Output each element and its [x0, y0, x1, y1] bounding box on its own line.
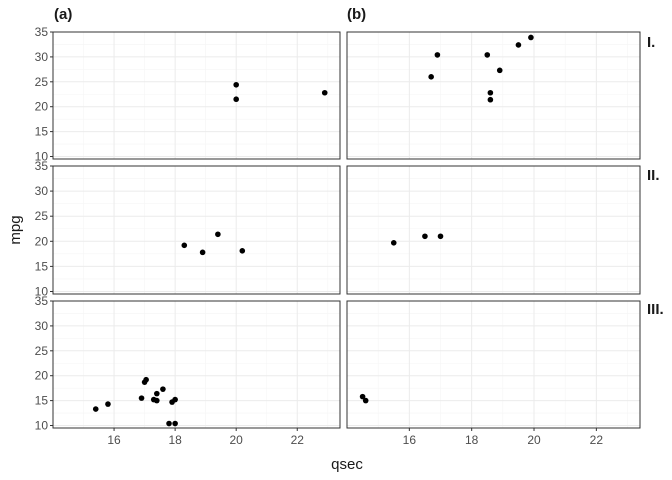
y-tick-label: 10 — [35, 150, 49, 164]
data-point — [496, 67, 503, 74]
column-label-b: (b) — [347, 6, 366, 23]
y-tick-label: 20 — [35, 234, 49, 248]
panel-border — [52, 165, 341, 295]
y-axis-title: mpg — [7, 215, 24, 244]
y-tick-label: 20 — [35, 100, 49, 114]
x-tick-label: 16 — [403, 433, 417, 447]
y-tick-label: 10 — [35, 419, 49, 433]
data-point — [143, 376, 149, 383]
panel-border — [346, 300, 641, 429]
data-point — [172, 420, 178, 427]
y-tick-label: 35 — [35, 159, 49, 173]
data-point — [437, 233, 444, 240]
data-point — [138, 395, 145, 401]
data-point — [181, 242, 188, 249]
data-point — [484, 52, 491, 58]
y-tick-label: 10 — [35, 284, 49, 298]
data-point — [215, 231, 221, 238]
y-tick-label: 30 — [35, 319, 49, 333]
y-tick-label: 30 — [35, 50, 49, 64]
data-point — [428, 74, 434, 80]
x-tick-label: 16 — [107, 433, 121, 447]
y-tick-label: 20 — [35, 369, 49, 383]
data-point — [487, 89, 494, 96]
row-label-2: II. — [647, 167, 660, 184]
y-tick-label: 25 — [35, 344, 49, 358]
data-point — [154, 390, 160, 397]
data-point — [515, 42, 522, 48]
data-point — [199, 249, 206, 256]
y-tick-label: 35 — [35, 294, 49, 308]
points-layer — [92, 34, 534, 427]
x-tick-label: 22 — [590, 433, 604, 447]
x-tick-label: 22 — [291, 433, 305, 447]
x-tick-label: 18 — [168, 433, 182, 447]
data-point — [362, 397, 369, 404]
data-point — [92, 406, 99, 412]
data-point — [390, 240, 397, 246]
panel-border — [52, 300, 341, 429]
y-tick-label: 15 — [35, 259, 49, 273]
data-point — [160, 386, 166, 392]
data-point — [233, 81, 239, 88]
data-point — [528, 34, 534, 41]
data-point — [166, 420, 172, 427]
data-point — [321, 89, 328, 96]
x-tick-label: 18 — [465, 433, 479, 447]
x-tick-label: 20 — [527, 433, 541, 447]
x-axis-title: qsec — [331, 456, 363, 473]
data-point — [105, 401, 111, 407]
data-point — [233, 96, 239, 103]
x-tick-label: 20 — [230, 433, 244, 447]
data-point — [154, 397, 160, 404]
data-point — [422, 233, 428, 240]
panel-border — [346, 165, 641, 295]
panel-border — [346, 31, 641, 160]
row-label-1: I. — [647, 34, 655, 51]
y-tick-label: 15 — [35, 394, 49, 408]
column-label-a: (a) — [54, 6, 72, 23]
data-point — [487, 96, 494, 103]
y-tick-label: 25 — [35, 209, 49, 223]
data-point — [359, 393, 366, 400]
data-point — [169, 399, 175, 405]
y-tick-label: 30 — [35, 184, 49, 198]
border-layer — [52, 31, 641, 429]
data-point — [434, 52, 441, 58]
y-tick-label: 25 — [35, 75, 49, 89]
panel-border — [52, 31, 341, 160]
y-tick-label: 15 — [35, 125, 49, 139]
y-tick-label: 35 — [35, 25, 49, 39]
data-point — [239, 248, 246, 254]
row-label-3: III. — [647, 301, 664, 318]
